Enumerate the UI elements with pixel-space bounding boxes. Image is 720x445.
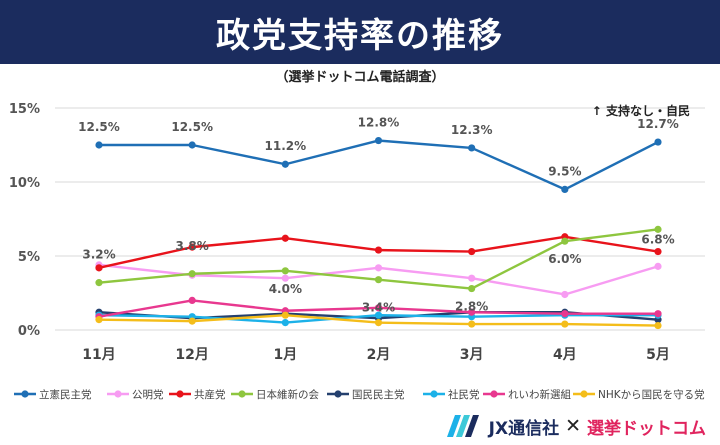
data-point [188,296,196,304]
data-point [374,276,383,284]
data-label: 12.7% [637,117,679,131]
data-point [374,246,383,254]
data-point [281,234,289,242]
legend-marker [430,390,438,398]
data-label: 3.8% [176,239,209,253]
chart-note: ↑ 支持なし・自民 [592,103,690,118]
x-tick-label: 11月 [82,347,115,363]
data-point [654,310,662,318]
data-point [188,243,196,251]
brand-site: 選挙ドットコム [587,418,706,439]
legend-marker [334,390,342,398]
legend-label: 公明党 [132,388,164,401]
x-tick-label: 12月 [175,347,208,363]
data-point [281,160,289,168]
data-label: 6.0% [548,252,581,266]
y-tick-label: 0% [18,324,40,339]
legend-marker [238,390,246,398]
data-label: 2.8% [455,300,488,314]
brand-company: JX通信社 [488,418,560,439]
data-label: 11.2% [265,139,307,153]
data-point [281,274,289,282]
data-label: 12.5% [78,120,120,134]
data-point [188,317,196,325]
legend-label: 社民党 [448,388,480,401]
x-tick-label: 2月 [367,347,391,363]
data-point [468,320,476,328]
page-title: 政党支持率の推移 [0,0,720,64]
data-point [654,225,662,233]
data-point [654,247,662,256]
brand-footer: JX通信社 ✕ 選挙ドットコム [446,413,706,439]
data-point [374,136,383,145]
data-point [374,264,383,272]
legend-label: NHKから国民を守る党 [598,388,705,401]
data-point [561,310,569,318]
brand-cross: ✕ [565,415,581,437]
legend-marker [176,390,184,398]
chart-subtitle: （選挙ドットコム電話調査） [275,70,445,85]
data-point [281,319,289,327]
data-point [561,320,569,328]
data-point [95,264,103,272]
data-point [374,319,383,327]
data-label: 9.5% [548,164,581,178]
data-point [281,311,289,319]
legend-label: れいわ新選組 [508,388,571,401]
data-point [468,274,476,282]
x-tick-label: 3月 [460,347,484,363]
legend-label: 日本維新の会 [256,388,319,401]
data-label: 6.8% [641,232,674,246]
legend-label: 国民民主党 [352,388,405,401]
x-tick-label: 4月 [553,347,577,363]
data-point [561,237,569,245]
legend-marker [21,390,29,398]
data-point [374,304,383,312]
data-point [468,247,476,256]
legend-marker [490,390,498,398]
data-label: 12.5% [171,120,213,134]
legend-marker [114,390,122,398]
data-point [188,270,196,278]
data-label: 12.8% [358,116,400,130]
data-point [561,185,569,193]
data-point [468,144,476,152]
y-tick-label: 5% [18,250,40,265]
data-point [374,311,383,319]
data-label: 3.4% [362,301,395,315]
data-point [468,308,476,316]
data-point [468,284,476,293]
data-point [95,316,103,324]
data-label: 12.3% [451,123,493,137]
legend-label: 共産党 [194,388,226,401]
x-tick-label: 5月 [646,347,670,363]
y-tick-label: 10% [9,176,40,191]
data-point [188,141,196,149]
legend-label: 立憲民主党 [39,388,92,401]
y-tick-label: 15% [9,102,40,117]
data-label: 3.2% [82,248,115,262]
data-point [561,290,569,299]
data-point [654,321,662,330]
legend-marker [580,390,588,398]
x-tick-label: 1月 [273,347,297,363]
data-point [654,262,662,270]
jx-logo-icon [446,415,479,437]
data-point [95,141,103,149]
data-point [95,279,103,287]
data-point [281,267,289,275]
data-point [654,138,662,146]
data-label: 4.0% [269,282,302,296]
